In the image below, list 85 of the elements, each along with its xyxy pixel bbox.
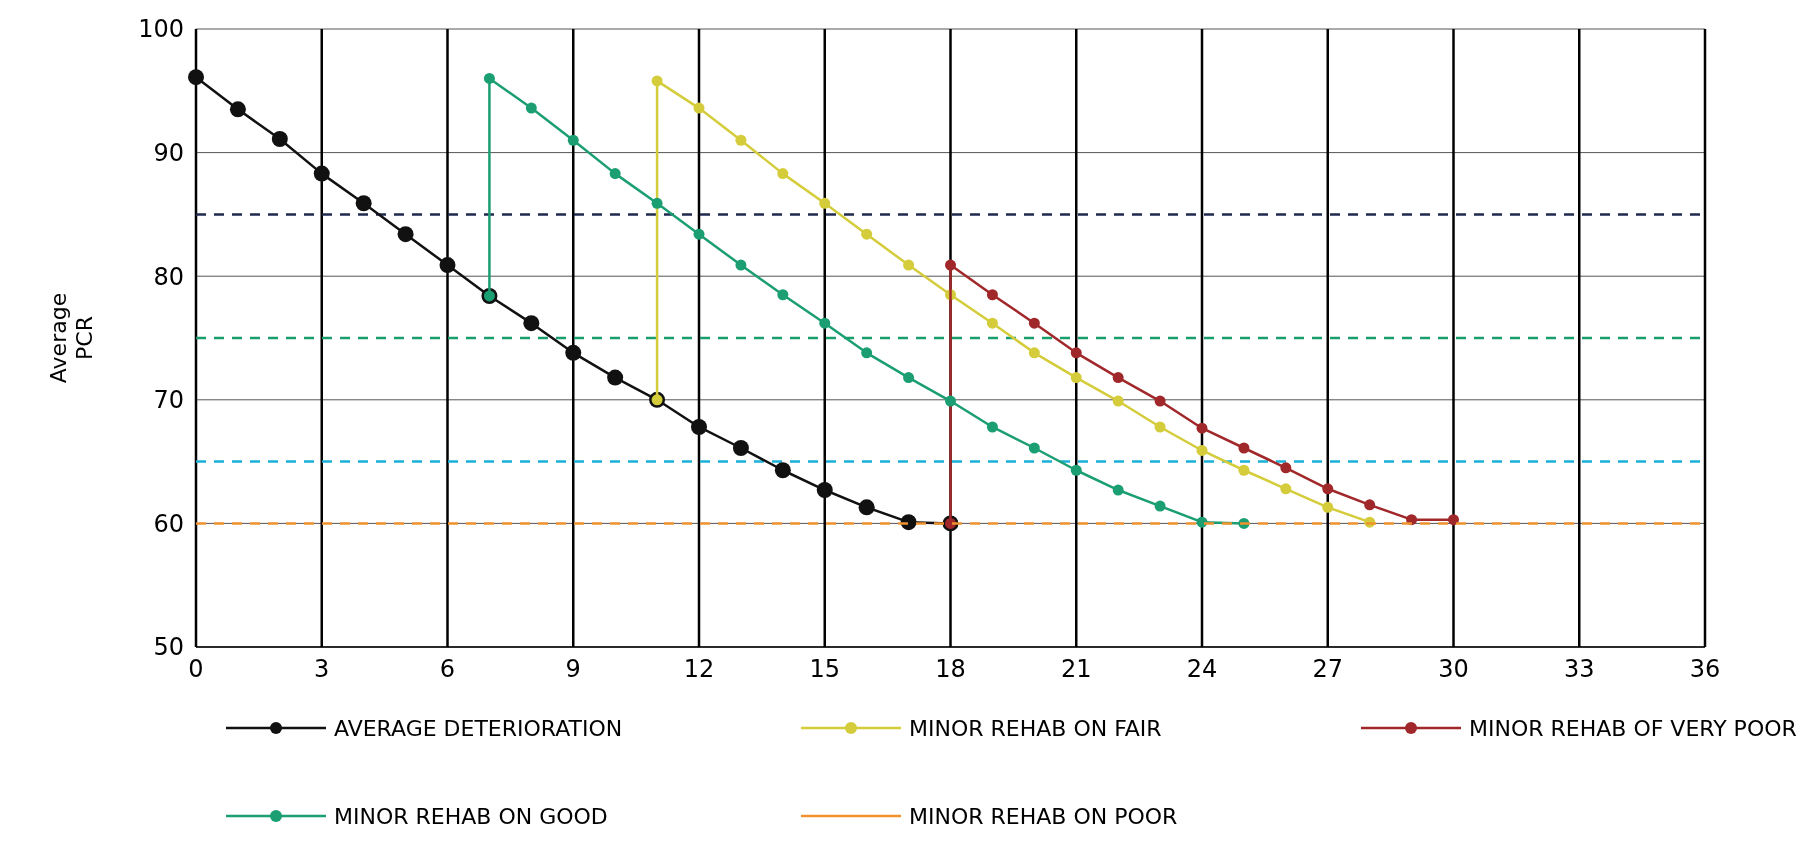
x-tick-label: 15 (809, 655, 841, 683)
y-tick-label: 50 (153, 633, 184, 662)
point (986, 317, 998, 329)
point (1028, 347, 1040, 359)
point (607, 369, 624, 386)
point (1028, 317, 1040, 329)
point (693, 102, 705, 114)
point (1448, 514, 1459, 526)
point (271, 131, 288, 147)
legend-label: MINOR REHAB ON POOR (909, 803, 1178, 829)
point (986, 421, 998, 433)
point (1154, 421, 1166, 433)
point (229, 101, 246, 118)
point (1070, 347, 1082, 359)
point (439, 257, 456, 274)
y-tick-label: 90 (153, 139, 184, 167)
point (1322, 483, 1334, 495)
y-tick-label: 70 (153, 386, 184, 415)
point (609, 168, 621, 180)
point (313, 165, 330, 182)
x-tick-label: 0 (188, 655, 204, 683)
x-tick-label: 36 (1689, 655, 1721, 683)
point (397, 226, 414, 243)
point (774, 462, 791, 479)
point (735, 134, 747, 146)
point (819, 317, 831, 329)
point (1364, 499, 1376, 511)
point (567, 134, 579, 146)
point (355, 195, 372, 212)
point (1196, 444, 1208, 456)
point (691, 418, 707, 435)
x-tick-label: 3 (314, 655, 330, 683)
point (1112, 372, 1124, 384)
point (735, 259, 747, 271)
x-tick-label: 6 (439, 655, 456, 683)
point (525, 102, 537, 114)
point (651, 197, 663, 209)
point (1070, 464, 1082, 476)
legend-label: MINOR REHAB ON GOOD (334, 803, 608, 829)
y-tick-label: 100 (138, 15, 184, 44)
legend-label: MINOR REHAB ON FAIR (909, 715, 1162, 741)
point (1028, 442, 1040, 454)
x-tick-label: 33 (1563, 655, 1595, 683)
point (861, 347, 873, 359)
point (732, 440, 749, 456)
point (1070, 372, 1082, 384)
point (1280, 483, 1292, 495)
point (483, 72, 495, 84)
legend-label: AVERAGE DETERIORATION (334, 715, 623, 741)
x-tick-label: 27 (1312, 655, 1344, 683)
point (861, 228, 873, 240)
point (1154, 395, 1166, 407)
point (1112, 484, 1124, 496)
point (816, 482, 833, 499)
y-tick-label: 60 (153, 509, 184, 538)
point (693, 228, 705, 240)
point (565, 344, 582, 361)
point (188, 69, 204, 86)
x-tick-label: 18 (935, 655, 966, 683)
point (819, 197, 831, 209)
point (777, 168, 789, 180)
point (651, 75, 663, 87)
point (1238, 464, 1250, 476)
point (903, 259, 915, 271)
point (1322, 501, 1334, 513)
point (1154, 500, 1166, 512)
point (1112, 395, 1124, 407)
x-tick-label: 24 (1186, 655, 1218, 683)
y-tick-label: 80 (153, 262, 184, 291)
x-tick-label: 12 (683, 655, 715, 683)
point (1238, 442, 1250, 454)
point (523, 315, 540, 332)
point (945, 259, 956, 271)
point (1280, 462, 1292, 474)
point (986, 289, 998, 301)
point (945, 395, 956, 407)
x-tick-label: 9 (565, 655, 581, 683)
y-axis-title: Average PCR (46, 292, 98, 384)
x-tick-label: 21 (1060, 655, 1092, 683)
x-tick-label: 30 (1438, 655, 1469, 683)
point (1196, 422, 1208, 434)
legend-label: MINOR REHAB OF VERY POOR (1469, 715, 1797, 741)
point (777, 289, 789, 301)
point (858, 499, 875, 516)
point (903, 372, 915, 384)
